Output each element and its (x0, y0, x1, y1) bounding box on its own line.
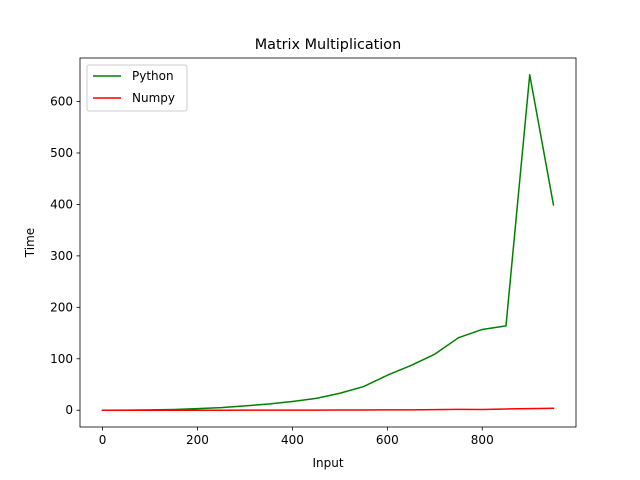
x-tick-label: 400 (281, 433, 304, 447)
axes-frame (79, 57, 577, 428)
y-tick-label: 400 (50, 197, 73, 211)
y-tick-label: 600 (50, 95, 73, 109)
y-tick-label: 200 (50, 300, 73, 314)
legend: Python Numpy (86, 64, 188, 112)
x-tick-label: 600 (376, 433, 399, 447)
series-line-python (101, 74, 555, 411)
chart-title: Matrix Multiplication (255, 37, 402, 53)
x-tick-label: 200 (186, 433, 209, 447)
x-axis-label: Input (312, 456, 343, 470)
x-tick-label: 800 (471, 433, 494, 447)
y-axis: 0 100 200 300 400 500 600 (50, 95, 80, 417)
legend-label-python: Python (132, 69, 174, 83)
y-tick-label: 500 (50, 146, 73, 160)
y-tick-label: 300 (50, 249, 73, 263)
x-axis: 0 200 400 600 800 (99, 427, 494, 447)
series-layer (101, 74, 555, 411)
series-line-numpy (101, 407, 555, 411)
y-tick-label: 0 (65, 403, 73, 417)
x-tick-label: 0 (99, 433, 107, 447)
legend-label-numpy: Numpy (132, 91, 175, 105)
y-axis-label: Time (23, 228, 37, 258)
y-tick-label: 100 (50, 352, 73, 366)
